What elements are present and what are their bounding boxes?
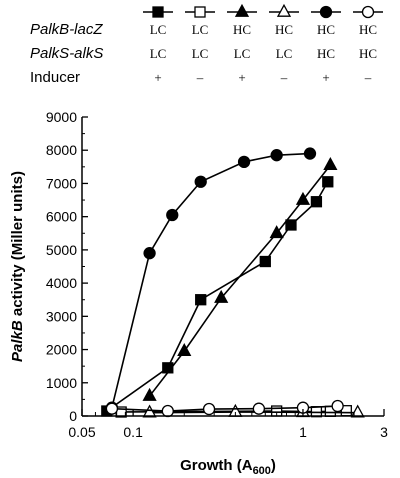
series-3-point	[214, 289, 229, 303]
legend-alks-value: LC	[192, 46, 209, 61]
series-4-line	[149, 411, 358, 414]
series-1-line	[106, 181, 329, 412]
y-tick-label: 4000	[46, 275, 77, 291]
legend-marker	[276, 3, 292, 17]
legend-row-label: Inducer	[30, 69, 80, 86]
series-3-point	[295, 191, 311, 205]
series-3-point	[142, 387, 157, 401]
axis-labels: Growth (A600) PalkB activity (Miller unit…	[9, 171, 276, 477]
legend-lacz-value: HC	[359, 22, 377, 37]
y-tick-label: 0	[69, 408, 77, 424]
x-tick-label: 3	[380, 424, 388, 440]
series-1-point	[310, 196, 323, 208]
x-tick-label: 0.05	[68, 424, 95, 440]
axes: 0 1000 2000 3000 4000 5000 6000 7000 8000 9000 0.0…	[46, 109, 388, 440]
series-1-point	[259, 255, 271, 268]
series-5-point	[303, 147, 317, 160]
legend-lacz-value: LC	[150, 22, 167, 37]
series-1-point	[195, 294, 207, 306]
legend-lacz-value: HC	[275, 22, 293, 37]
series-6-point	[202, 402, 216, 416]
y-tick-label: 2000	[46, 342, 77, 358]
y-tick-label: 9000	[46, 109, 77, 125]
x-axis-label: Growth (A600)	[180, 457, 276, 477]
legend-alks-value: LC	[234, 46, 251, 61]
y-tick-label: 7000	[46, 175, 77, 191]
y-axis-label: PalkB activity (Miller units)	[9, 171, 26, 362]
series-3-point	[177, 343, 192, 357]
y-tick-label: 8000	[46, 142, 77, 158]
legend-inducer-value: +	[154, 70, 161, 85]
x-tick-label: 1	[299, 424, 307, 440]
legend-alks-value: HC	[317, 46, 335, 61]
legend-lacz-value: LC	[192, 22, 209, 37]
series-6-point	[105, 402, 119, 415]
series-4-point	[142, 404, 157, 418]
plot-area	[101, 147, 365, 418]
series-1-point	[285, 219, 297, 231]
series-5-point	[143, 247, 156, 260]
legend-marker	[234, 3, 250, 17]
series-5-point	[194, 175, 207, 188]
series-5-point	[237, 155, 251, 169]
series-1-point	[322, 176, 334, 188]
series-6-point	[252, 402, 266, 415]
legend-lacz-value: HC	[317, 22, 335, 37]
legend: LC LC + LC LC – HC LC + HC LC – HC HC + HC HC – PalkB-lacZ…	[30, 3, 383, 86]
legend-marker	[361, 5, 375, 19]
y-tick-label: 6000	[46, 209, 77, 225]
series-5-point	[166, 208, 179, 222]
legend-alks-value: HC	[359, 46, 377, 61]
series-3-point	[269, 225, 284, 239]
y-tick-label: 5000	[46, 242, 77, 258]
legend-marker	[152, 6, 164, 18]
x-tick-label: 0.1	[123, 424, 143, 440]
legend-inducer-value: +	[322, 70, 329, 85]
legend-row-label: PalkB-lacZ	[30, 21, 103, 38]
series-5-line	[111, 152, 311, 408]
legend-inducer-value: –	[364, 70, 372, 85]
y-tick-label: 3000	[46, 308, 77, 324]
legend-inducer-value: +	[238, 70, 245, 85]
legend-alks-value: LC	[276, 46, 293, 61]
legend-row-label: PalkS-alkS	[30, 45, 103, 62]
legend-alks-value: LC	[150, 46, 167, 61]
series-6-point	[161, 404, 174, 418]
legend-lacz-value: HC	[233, 22, 251, 37]
series-3-point	[323, 156, 338, 171]
legend-marker	[319, 5, 333, 19]
legend-inducer-value: –	[280, 70, 288, 85]
series-5-point	[270, 149, 283, 162]
series-3-line	[148, 164, 332, 397]
series-4-point	[350, 404, 365, 418]
y-tick-label: 1000	[46, 375, 77, 391]
legend-marker	[194, 6, 206, 18]
series-6-point	[331, 399, 344, 413]
legend-inducer-value: –	[196, 70, 204, 85]
